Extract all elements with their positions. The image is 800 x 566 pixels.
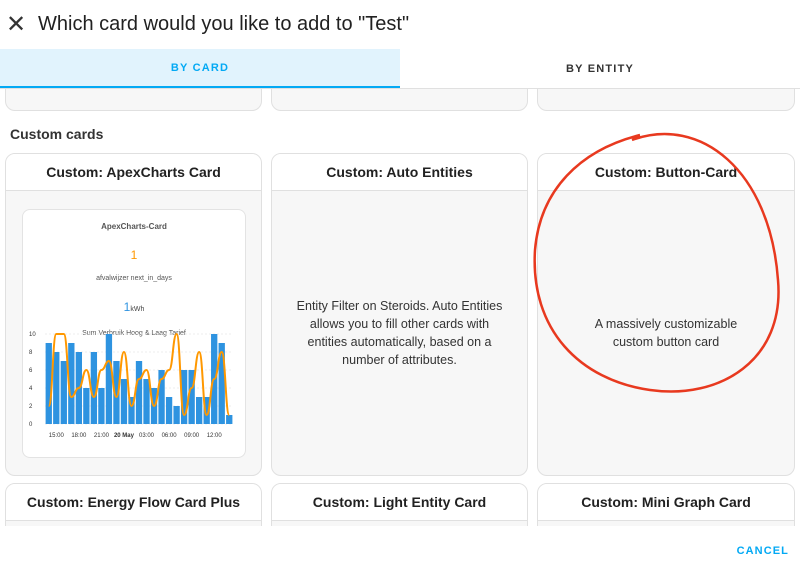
card-description: Entity Filter on Steroids. Auto Entities… bbox=[296, 299, 503, 367]
bar bbox=[203, 397, 210, 424]
section-title: Custom cards bbox=[10, 126, 104, 142]
bar bbox=[180, 370, 188, 424]
bar bbox=[143, 379, 150, 424]
preview-value-1: 1 bbox=[130, 248, 138, 262]
card-button-card[interactable]: Custom: Button-Card A massively customiz… bbox=[537, 153, 795, 476]
bar bbox=[165, 397, 173, 424]
card-mini-graph[interactable]: Custom: Mini Graph Card bbox=[537, 483, 795, 526]
bar bbox=[196, 397, 203, 424]
y-tick-label: 2 bbox=[29, 404, 33, 410]
x-tick-label: 03:00 bbox=[139, 433, 155, 439]
y-tick-label: 10 bbox=[29, 332, 36, 338]
bar bbox=[68, 343, 75, 424]
cancel-button[interactable]: CANCEL bbox=[736, 545, 789, 557]
card-description: A massively customizable custom button c… bbox=[594, 317, 738, 349]
bar bbox=[53, 352, 60, 424]
card-light-entity[interactable]: Custom: Light Entity Card bbox=[271, 483, 528, 526]
bar bbox=[105, 334, 113, 424]
bar bbox=[173, 406, 180, 424]
bar bbox=[83, 388, 90, 424]
bar bbox=[60, 361, 67, 424]
card-partial[interactable] bbox=[5, 89, 262, 111]
bar bbox=[45, 343, 52, 424]
bar bbox=[113, 361, 120, 424]
x-tick-label: 15:00 bbox=[49, 433, 65, 439]
card-title: Custom: Energy Flow Card Plus bbox=[6, 484, 261, 521]
x-tick-label: 21:00 bbox=[94, 433, 110, 439]
card-list[interactable]: Custom cards Custom: ApexCharts Card Ape… bbox=[0, 89, 800, 526]
bar bbox=[90, 352, 98, 424]
dialog-footer: CANCEL bbox=[0, 526, 800, 566]
y-tick-label: 0 bbox=[29, 422, 33, 428]
card-apexcharts[interactable]: Custom: ApexCharts Card ApexCharts-Card … bbox=[5, 153, 262, 476]
card-partial[interactable] bbox=[537, 89, 795, 111]
dialog-title: Which card would you like to add to "Tes… bbox=[38, 12, 410, 35]
card-energy-flow[interactable]: Custom: Energy Flow Card Plus bbox=[5, 483, 262, 526]
apex-chart: 0 2 4 6 8 10 15:00 18:00 21:00 20 May 03:00 06:00 09… bbox=[29, 332, 233, 439]
tab-by-card[interactable]: BY CARD bbox=[0, 49, 400, 88]
card-title: Custom: Button-Card bbox=[538, 154, 794, 191]
card-title: Custom: ApexCharts Card bbox=[6, 154, 261, 191]
preview-value-2: 1 bbox=[123, 300, 131, 314]
y-tick-label: 8 bbox=[29, 350, 33, 356]
close-icon[interactable]: ✕ bbox=[5, 10, 27, 38]
bar bbox=[120, 379, 128, 424]
card-partial[interactable] bbox=[271, 89, 528, 111]
bar bbox=[158, 370, 165, 424]
preview-title: ApexCharts-Card bbox=[101, 222, 167, 231]
tab-by-entity[interactable]: BY ENTITY bbox=[565, 62, 635, 75]
x-tick-label: 18:00 bbox=[71, 433, 87, 439]
bar bbox=[135, 361, 143, 424]
card-title: Custom: Auto Entities bbox=[272, 154, 527, 191]
bar bbox=[98, 388, 105, 424]
bar bbox=[218, 343, 225, 424]
bar bbox=[188, 370, 195, 424]
bar bbox=[226, 415, 233, 424]
bar bbox=[128, 397, 135, 424]
x-tick-label: 12:00 bbox=[207, 433, 223, 439]
tab-bar: BY CARD BY ENTITY bbox=[0, 49, 800, 89]
preview-unit-2: kWh bbox=[130, 306, 145, 313]
x-tick-label: 06:00 bbox=[162, 433, 178, 439]
card-auto-entities[interactable]: Custom: Auto Entities Entity Filter on S… bbox=[271, 153, 528, 476]
line-series bbox=[47, 332, 231, 417]
y-tick-label: 6 bbox=[29, 368, 33, 374]
x-tick-label: 20 May bbox=[114, 433, 135, 439]
preview-label-1: afvalwijzer next_in_days bbox=[96, 275, 172, 282]
y-tick-label: 4 bbox=[29, 386, 33, 392]
x-tick-label: 09:00 bbox=[184, 433, 200, 439]
dialog-header: ✕ Which card would you like to add to "T… bbox=[0, 0, 800, 48]
card-title: Custom: Light Entity Card bbox=[272, 484, 527, 521]
apexcharts-preview: ApexCharts-Card 1 afvalwijzer next_in_da… bbox=[22, 209, 246, 458]
card-title: Custom: Mini Graph Card bbox=[538, 484, 794, 521]
